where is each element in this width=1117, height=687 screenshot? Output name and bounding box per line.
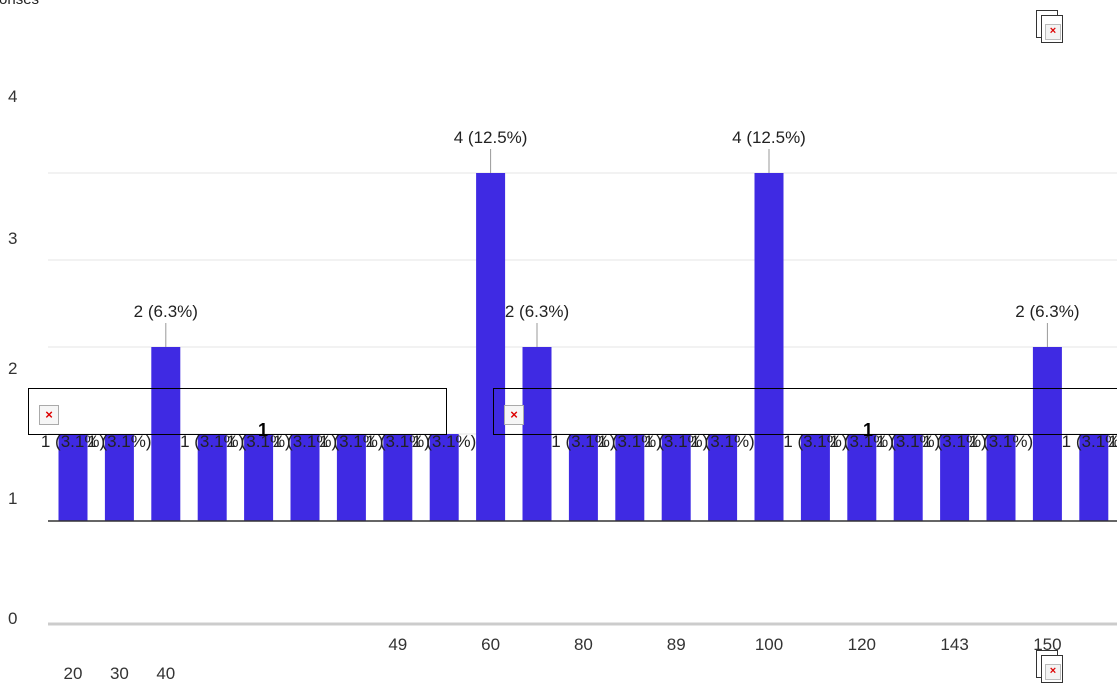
x-tick-label: 30 [110, 664, 129, 683]
x-tick-label: 49 [388, 635, 407, 654]
data-label: 2 (6.3%) [1015, 302, 1079, 321]
data-label: 1 (3.1%) [366, 432, 430, 451]
data-label: 1 (3.1%) [551, 432, 615, 451]
broken-image-icon: × [39, 405, 59, 425]
data-label: 1 (3.1%) [1108, 432, 1117, 451]
data-label: 1 (3.1%) [87, 432, 151, 451]
bar [800, 434, 830, 521]
x-tick-label: 150 [1033, 635, 1061, 654]
data-label: 1 (3.1%) [319, 432, 383, 451]
data-label: 4 (12.5%) [732, 128, 806, 147]
data-label: 1 (3.1%) [41, 432, 105, 451]
bar [847, 434, 877, 521]
legend-box: × [493, 388, 1117, 435]
bar [661, 434, 691, 521]
x-tick-label: 89 [667, 635, 686, 654]
bar [708, 434, 738, 521]
data-label: 1 (3.1%) [690, 432, 754, 451]
bar [104, 434, 134, 521]
bar [476, 173, 506, 521]
y-tick-label: 4 [8, 87, 18, 106]
data-label: 1 (3.1%) [1062, 432, 1117, 451]
data-label: 1 (3.1%) [273, 432, 337, 451]
x-tick-label: 100 [755, 635, 783, 654]
bar [290, 434, 320, 521]
legend-box: × [28, 388, 447, 435]
x-tick-label: 60 [481, 635, 500, 654]
data-label: 1 (3.1%) [876, 432, 940, 451]
data-label: 1 (3.1%) [226, 432, 290, 451]
bar [244, 434, 274, 521]
data-label: 1 (3.1%) [644, 432, 708, 451]
bar [754, 173, 784, 521]
bar [383, 434, 413, 521]
data-label: 1 (3.1%) [180, 432, 244, 451]
data-label: 1 (3.1%) [922, 432, 986, 451]
bar [893, 434, 923, 521]
data-label: 1 (3.1%) [598, 432, 662, 451]
bar [1079, 434, 1109, 521]
y-tick-label: 3 [8, 229, 18, 248]
data-label: 4 (12.5%) [454, 128, 528, 147]
y-tick-label: 2 [8, 359, 18, 378]
bar [336, 434, 366, 521]
bar [197, 434, 227, 521]
bar [429, 434, 459, 521]
data-label: 2 (6.3%) [505, 302, 569, 321]
x-tick-label: 40 [156, 664, 175, 683]
x-tick-label: 120 [848, 635, 876, 654]
legend-marker: 1 [258, 420, 269, 440]
bar [615, 434, 645, 521]
data-label: 2 (6.3%) [134, 302, 198, 321]
data-label: 1 (3.1%) [969, 432, 1033, 451]
broken-image-icon: × [1033, 10, 1063, 44]
bar [58, 434, 88, 521]
y-axis-label: Responses [0, 0, 39, 8]
legend-marker: 1 [863, 420, 874, 440]
x-tick-label: 20 [64, 664, 83, 683]
x-tick-label: 143 [940, 635, 968, 654]
bar [986, 434, 1016, 521]
y-tick-label: 1 [8, 489, 18, 508]
bar [568, 434, 598, 521]
data-label: 1 (3.1%) [412, 432, 476, 451]
broken-image-icon: × [1033, 650, 1063, 684]
y-tick-label: 0 [8, 609, 18, 628]
data-label: 1 (3.1%) [783, 432, 847, 451]
data-label: 1 (3.1%) [830, 432, 894, 451]
broken-image-icon: × [504, 405, 524, 425]
bar [940, 434, 970, 521]
x-tick-label: 80 [574, 635, 593, 654]
